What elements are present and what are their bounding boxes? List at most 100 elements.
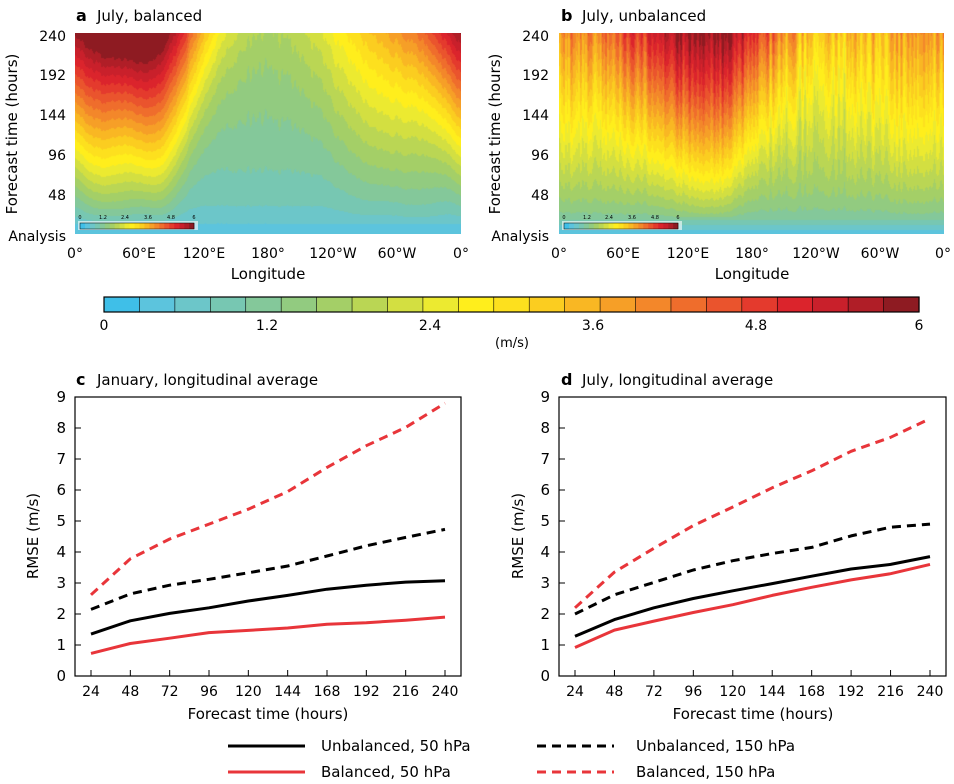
panel-d: d July, longitudinal average RMSE (m/s) … bbox=[509, 370, 833, 723]
x-axis-label-d: Forecast time (hours) bbox=[673, 705, 834, 723]
y-axis-label-c: RMSE (m/s) bbox=[24, 493, 42, 579]
colorbar-tick-6: 6 bbox=[915, 318, 924, 334]
panel-c: c January, longitudinal average RMSE (m/… bbox=[24, 370, 348, 723]
x-tick-label: 72 bbox=[645, 684, 663, 700]
colorbar-cell bbox=[387, 297, 424, 312]
panel-title-b: July, unbalanced bbox=[581, 7, 706, 25]
y-tick-label: 5 bbox=[56, 512, 66, 530]
colorbar-cell bbox=[104, 297, 141, 312]
colorbar-cell bbox=[245, 297, 282, 312]
inset-cell bbox=[139, 223, 145, 229]
x-tick-label: 216 bbox=[877, 684, 904, 700]
x-tick-label: 144 bbox=[759, 684, 786, 700]
series-unbalanced-50-hpa bbox=[574, 555, 931, 638]
inset-cell bbox=[94, 223, 101, 229]
x-tick-label: 48 bbox=[121, 684, 139, 700]
x-tick-a-120e: 120°E bbox=[183, 246, 226, 262]
y-tick-a-240: 240 bbox=[39, 29, 66, 45]
y-tick-a-48: 48 bbox=[48, 188, 66, 204]
legend-label-balanced-150: Balanced, 150 hPa bbox=[636, 763, 775, 781]
inset-cell bbox=[673, 223, 679, 229]
x-tick-label: 24 bbox=[82, 684, 100, 700]
x-tick-a-180: 180° bbox=[251, 246, 285, 262]
x-tick-label: 72 bbox=[161, 684, 179, 700]
x-tick-label: 192 bbox=[353, 684, 380, 700]
y-tick-label: 9 bbox=[56, 388, 66, 406]
y-tick-label: 1 bbox=[540, 636, 550, 654]
inset-cell bbox=[99, 223, 106, 229]
y-tick-label: 0 bbox=[540, 667, 550, 685]
y-tick-b-192: 192 bbox=[522, 68, 549, 84]
panel-title-c: January, longitudinal average bbox=[96, 371, 318, 389]
colorbar: 0 1.2 2.4 3.6 4.8 6 (m/s) bbox=[100, 296, 924, 351]
x-axis-label-a: Longitude bbox=[231, 265, 306, 283]
inset-cell bbox=[578, 223, 585, 229]
legend-label-unbalanced-50: Unbalanced, 50 hPa bbox=[321, 737, 471, 755]
colorbar-cell bbox=[812, 297, 849, 312]
y-tick-label: 4 bbox=[56, 543, 66, 561]
inset-tick-b-2: 2.4 bbox=[605, 215, 613, 221]
x-tick-label: 168 bbox=[314, 684, 341, 700]
y-tick-label: 2 bbox=[56, 605, 66, 623]
series-balanced-50-hpa bbox=[90, 615, 446, 655]
x-tick-label: 96 bbox=[200, 684, 218, 700]
colorbar-cell bbox=[139, 297, 176, 312]
y-tick-a-96: 96 bbox=[48, 148, 66, 164]
inset-tick-b-5: 6 bbox=[676, 215, 679, 221]
inset-tick-a-1: 1.2 bbox=[99, 215, 107, 221]
inset-tick-b-0: 0 bbox=[562, 215, 565, 221]
inset-colorbar-a: 0 1.2 2.4 3.6 4.8 6 bbox=[78, 215, 198, 230]
x-tick-b-360: 0° bbox=[935, 246, 951, 262]
x-tick-label: 192 bbox=[838, 684, 865, 700]
inset-cell bbox=[104, 223, 111, 229]
legend-label-unbalanced-150: Unbalanced, 150 hPa bbox=[636, 737, 795, 755]
inset-cell bbox=[154, 223, 160, 229]
series-balanced-150-hpa bbox=[573, 417, 931, 609]
inset-cell bbox=[109, 223, 115, 229]
heatmap-b bbox=[559, 33, 944, 234]
colorbar-cell bbox=[210, 297, 247, 312]
y-tick-b-144: 144 bbox=[522, 108, 549, 124]
y-tick-label: 3 bbox=[56, 574, 66, 592]
series-balanced-50-hpa bbox=[574, 562, 931, 649]
inset-cell bbox=[144, 223, 150, 229]
inset-cell bbox=[623, 223, 629, 229]
inset-tick-b-3: 3.6 bbox=[628, 215, 636, 221]
x-tick-b-120e: 120°E bbox=[667, 246, 710, 262]
inset-cell bbox=[638, 223, 644, 229]
series-unbalanced-150-hpa bbox=[90, 527, 446, 611]
inset-cell bbox=[603, 223, 609, 229]
x-tick-a-0: 0° bbox=[67, 246, 83, 262]
inset-tick-a-0: 0 bbox=[78, 215, 81, 221]
x-tick-label: 120 bbox=[235, 684, 262, 700]
y-tick-b-240: 240 bbox=[522, 29, 549, 45]
inset-tick-b-1: 1.2 bbox=[583, 215, 591, 221]
panel-letter-c: c bbox=[76, 370, 85, 389]
inset-cell bbox=[633, 223, 639, 229]
x-tick-a-120w: 120°W bbox=[309, 246, 357, 262]
y-tick-label: 0 bbox=[56, 667, 66, 685]
heatmap-a bbox=[75, 33, 461, 234]
y-tick-label: 9 bbox=[540, 388, 550, 406]
inset-cell bbox=[564, 223, 570, 229]
inset-cell bbox=[119, 223, 125, 229]
colorbar-tick-3.6: 3.6 bbox=[582, 318, 604, 334]
inset-cell bbox=[179, 223, 185, 229]
panel-letter-b: b bbox=[561, 6, 572, 25]
inset-cell bbox=[618, 223, 624, 229]
colorbar-cell bbox=[352, 297, 389, 312]
colorbar-cell bbox=[422, 297, 459, 312]
panel-title-d: July, longitudinal average bbox=[581, 371, 773, 389]
y-tick-b-96: 96 bbox=[531, 148, 549, 164]
colorbar-cell bbox=[706, 297, 743, 312]
plot-frame-d bbox=[558, 396, 947, 677]
inset-cell bbox=[129, 223, 135, 229]
x-tick-b-0: 0° bbox=[551, 246, 567, 262]
inset-cell bbox=[643, 223, 649, 229]
inset-tick-a-5: 6 bbox=[192, 215, 195, 221]
colorbar-tick-0: 0 bbox=[100, 318, 109, 334]
x-tick-label: 96 bbox=[684, 684, 702, 700]
inset-cell bbox=[84, 223, 91, 229]
inset-cell bbox=[648, 223, 654, 229]
inset-cell bbox=[608, 223, 614, 229]
